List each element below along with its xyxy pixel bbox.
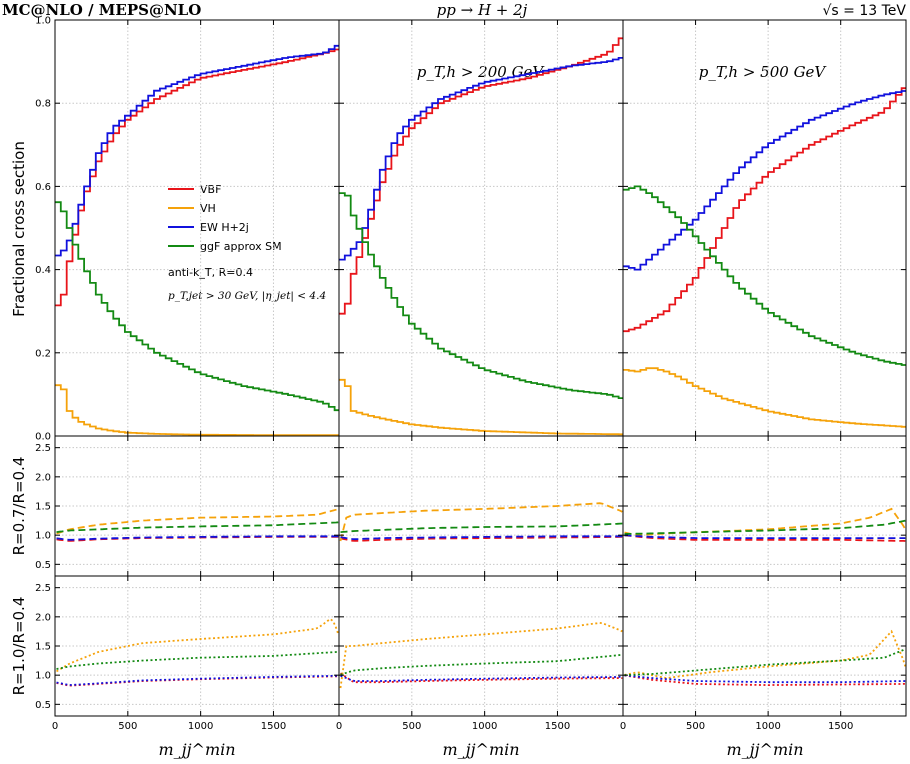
legend-label-vbf: VBF [200, 183, 221, 196]
main-1-ytick-label: 0.2 [35, 348, 51, 359]
header-process: pp → H + 2j [437, 1, 528, 19]
ratio2-1-ytick-label: 2.0 [35, 612, 51, 623]
main-1-series-ggf-approx-sm [55, 201, 339, 412]
header-energy: √s = 13 TeV [823, 3, 907, 19]
ratio2-3-series-ew-h-2j [624, 674, 906, 684]
legend-label-ggf: ggF approx SM [200, 240, 282, 253]
main-1-frame [54, 19, 340, 437]
main-1-ytick-label: 0.4 [35, 265, 51, 276]
xlabel-1: m_jj^min [158, 740, 235, 759]
legend-label-vh: VH [200, 202, 216, 215]
ratio2-3-xtick-label: 0 [620, 721, 626, 732]
ratio1-2-series-ggf-approx-sm [340, 522, 623, 533]
xlabel-3: m_jj^min [726, 740, 803, 759]
ratio2-2-xtick-label: 0 [336, 721, 342, 732]
main-3-series-vh [623, 367, 906, 428]
ratio2-1-series-ew-h-2j [56, 674, 339, 686]
ratio2-2-xtick-label: 1000 [472, 721, 497, 732]
main-2-frame [338, 19, 624, 437]
ratio2-ylabel: R=1.0/R=0.4 [10, 597, 28, 696]
ratio2-1-series-ggf-approx-sm [56, 650, 339, 670]
ratio2-1-ytick-label: 1.0 [35, 671, 51, 682]
ratio2-1-series-vh [56, 617, 340, 673]
ratio2-1-xtick-label: 500 [118, 721, 137, 732]
legend-label-ew: EW H+2j [200, 221, 249, 234]
ratio2-1-ytick-label: 2.5 [35, 583, 51, 594]
ratio2-3-xtick-label: 1000 [755, 721, 780, 732]
ratio2-3-series-vbf [624, 674, 906, 686]
ratio2-1-xtick-label: 0 [52, 721, 58, 732]
ratio2-2-xtick-label: 500 [402, 721, 421, 732]
ratio2-3-series-ggf-approx-sm [624, 648, 906, 676]
ratio1-ylabel: R=0.7/R=0.4 [10, 457, 28, 556]
ratio1-1-ytick-label: 2.5 [35, 443, 51, 454]
ratio1-1-series-vh [56, 508, 339, 535]
ratio1-1-series-ggf-approx-sm [56, 521, 339, 533]
main-3-series-ew-h-2j [623, 90, 906, 271]
ratio2-3-xtick-label: 1500 [828, 721, 853, 732]
main-1-ytick-label: 0.0 [35, 432, 51, 443]
main-1-series-vbf [55, 48, 339, 307]
ratio1-3-series-ggf-approx-sm [624, 519, 906, 535]
ratio2-3-xtick-label: 500 [686, 721, 705, 732]
ratio1-3-series-ew-h-2j [624, 534, 906, 539]
ratio2-3-series-vh [624, 629, 907, 679]
ratio2-2-series-vbf [339, 672, 623, 684]
ratio1-1-ytick-label: 2.0 [35, 472, 51, 483]
ratio2-2-xtick-label: 1500 [545, 721, 570, 732]
panel-label-3: p_T,h > 500 GeV [699, 63, 828, 81]
ratio2-2-series-vh [339, 621, 623, 689]
ratio1-2-series-vbf [340, 536, 623, 542]
legend: VBF VH EW H+2j ggF approx SM anti-k_T, R… [168, 183, 326, 303]
ratio2-1-xtick-label: 1500 [261, 721, 286, 732]
main-3-series-vbf [623, 87, 906, 333]
ratio2-1-ytick-label: 0.5 [35, 700, 51, 711]
ratio1-2-series-vh [339, 502, 623, 542]
main-2-series-ew-h-2j [339, 57, 623, 261]
ratio1-2-series-ew-h-2j [340, 535, 623, 541]
header-left-title: MC@NLO / MEPS@NLO [2, 1, 201, 19]
ratio1-3-series-vh [624, 507, 907, 537]
main-1-ytick-label: 0.6 [35, 182, 51, 193]
ratio2-2-series-ew-h-2j [340, 674, 623, 682]
ratio1-1-series-vbf [56, 536, 339, 542]
ratio1-3-series-vbf [624, 534, 906, 542]
ratio2-1-ytick-label: 1.5 [35, 642, 51, 653]
main-3-series-ggf-approx-sm [623, 185, 906, 366]
legend-note-algorithm: anti-k_T, R=0.4 [168, 266, 253, 279]
main-ylabel: Fractional cross section [10, 141, 28, 317]
xlabel-2: m_jj^min [442, 740, 519, 759]
legend-note-cuts: p_T,jet > 30 GeV, |η_jet| < 4.4 [168, 290, 326, 303]
main-2-series-vh [339, 378, 623, 436]
ratio2-1-xtick-label: 1000 [188, 721, 213, 732]
main-2-series-ggf-approx-sm [339, 192, 623, 399]
ratio1-1-ytick-label: 1.5 [35, 502, 51, 513]
main-3-frame [622, 19, 907, 437]
ratio1-1-ytick-label: 0.5 [35, 560, 51, 571]
main-1-ytick-label: 1.0 [35, 16, 51, 27]
ratio2-2-series-ggf-approx-sm [340, 653, 623, 676]
ratio1-1-ytick-label: 1.0 [35, 531, 51, 542]
main-1-series-ew-h-2j [55, 44, 339, 257]
main-1-series-vh [55, 384, 339, 437]
ratio1-1-series-ew-h-2j [56, 535, 339, 541]
main-1-ytick-label: 0.8 [35, 99, 51, 110]
ratio2-1-series-vbf [56, 675, 339, 687]
